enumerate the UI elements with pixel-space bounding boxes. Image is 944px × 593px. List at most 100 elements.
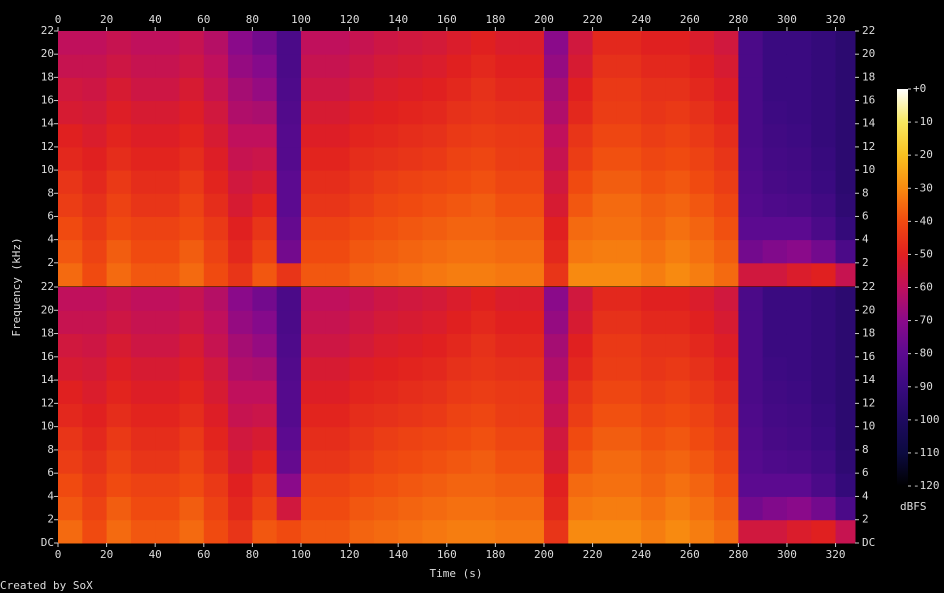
spectrogram-cell	[616, 262, 642, 287]
spectrogram-cell	[155, 380, 180, 404]
spectrogram-cell	[543, 403, 569, 428]
spectrogram-cell	[349, 239, 375, 264]
spectrogram-cell	[495, 287, 521, 311]
spectrogram-cell	[252, 239, 278, 264]
spectrogram-cell	[519, 216, 545, 241]
spectrogram-cell	[471, 54, 496, 78]
spectrogram-cell	[641, 333, 666, 358]
spectrogram-cell	[786, 262, 812, 287]
spectrogram-cell	[106, 239, 132, 264]
spectrogram-cell	[446, 123, 472, 148]
spectrogram-cell	[835, 100, 856, 125]
spectrogram-cell	[446, 310, 472, 335]
y-tick-label: 12	[862, 140, 875, 153]
spectrogram-cell	[155, 310, 180, 335]
spectrogram-cell	[325, 123, 351, 148]
spectrogram-cell	[811, 146, 837, 171]
spectrogram-cell	[300, 403, 326, 428]
spectrogram-cell	[786, 496, 812, 521]
spectrogram-cell	[568, 310, 594, 335]
spectrogram-cell	[738, 449, 764, 474]
spectrogram-cell	[349, 496, 375, 521]
spectrogram-cell	[689, 54, 715, 78]
x-tick-label: 40	[149, 13, 162, 26]
spectrogram-cell	[446, 77, 472, 102]
spectrogram-cell	[106, 216, 132, 241]
spectrogram-cell	[228, 123, 253, 148]
spectrogram-cell	[422, 170, 448, 194]
y-tick-label: 2	[47, 513, 54, 526]
spectrogram-cell	[300, 519, 326, 544]
spectrogram-cell	[130, 170, 156, 194]
spectrogram-cell	[179, 262, 205, 287]
spectrogram-cell	[82, 54, 108, 78]
spectrogram-cell	[398, 496, 423, 521]
spectrogram-cell	[471, 287, 496, 311]
spectrogram-cell	[835, 31, 856, 55]
spectrogram-cell	[179, 54, 205, 78]
spectrogram-cell	[179, 123, 205, 148]
spectrogram-cell	[495, 170, 521, 194]
spectrogram-cell	[811, 356, 837, 381]
spectrogram-cell	[786, 426, 812, 451]
spectrogram-cell	[276, 380, 302, 404]
spectrogram-cell	[179, 146, 205, 171]
colorbar-tick-label: -80	[913, 347, 933, 360]
spectrogram-cell	[325, 333, 351, 358]
spectrogram-cell	[203, 193, 229, 217]
spectrogram-cell	[714, 54, 739, 78]
spectrogram-cell	[762, 519, 788, 544]
x-tick-label: 0	[55, 548, 62, 561]
spectrogram-cell	[616, 123, 642, 148]
spectrogram-cell	[373, 54, 399, 78]
spectrogram-cell	[179, 31, 205, 55]
spectrogram-cell	[689, 146, 715, 171]
spectrogram-cell	[130, 54, 156, 78]
spectrogram-cell	[228, 31, 253, 55]
colorbar-tick-label: +0	[913, 82, 926, 95]
y-tick-label: 6	[862, 209, 869, 222]
spectrogram-cell	[106, 100, 132, 125]
x-tick-label: 120	[340, 548, 360, 561]
spectrogram-cell	[786, 100, 812, 125]
spectrogram-cell	[300, 496, 326, 521]
spectrogram-cell	[446, 496, 472, 521]
spectrogram-cell	[300, 287, 326, 311]
spectrogram-cell	[106, 262, 132, 287]
y-tick-label: 14	[862, 373, 876, 386]
spectrogram-cell	[373, 239, 399, 264]
spectrogram-cell	[179, 239, 205, 264]
spectrogram-cell	[786, 356, 812, 381]
spectrogram-cell	[82, 100, 108, 125]
spectrogram-cell	[446, 426, 472, 451]
spectrogram-cell	[325, 519, 351, 544]
spectrogram-cell	[689, 519, 715, 544]
spectrogram-cell	[665, 356, 691, 381]
footer: Created by SoX	[0, 579, 93, 592]
spectrogram-cell	[276, 496, 302, 521]
spectrogram-cell	[616, 239, 642, 264]
x-tick-label: 240	[631, 548, 651, 561]
spectrogram-cell	[228, 333, 253, 358]
spectrogram-cell	[276, 287, 302, 311]
spectrogram-cell	[82, 519, 108, 544]
spectrogram-cell	[300, 146, 326, 171]
spectrogram-cell	[762, 31, 788, 55]
x-tick-label: 260	[680, 13, 700, 26]
spectrogram-cell	[495, 310, 521, 335]
spectrogram-cell	[252, 54, 278, 78]
spectrogram-cell	[349, 216, 375, 241]
spectrogram-cell	[641, 216, 666, 241]
spectrogram-cell	[228, 239, 253, 264]
spectrogram-cell	[665, 77, 691, 102]
spectrogram-cell	[373, 193, 399, 217]
spectrogram-cell	[106, 333, 132, 358]
spectrogram-cell	[252, 77, 278, 102]
colorbar-tick-label: -30	[913, 181, 933, 194]
spectrogram-cell	[543, 519, 569, 544]
spectrogram-cell	[665, 333, 691, 358]
spectrogram-cell	[568, 426, 594, 451]
spectrogram-cell	[325, 496, 351, 521]
spectrogram-cell	[738, 356, 764, 381]
spectrogram-cell	[398, 77, 423, 102]
